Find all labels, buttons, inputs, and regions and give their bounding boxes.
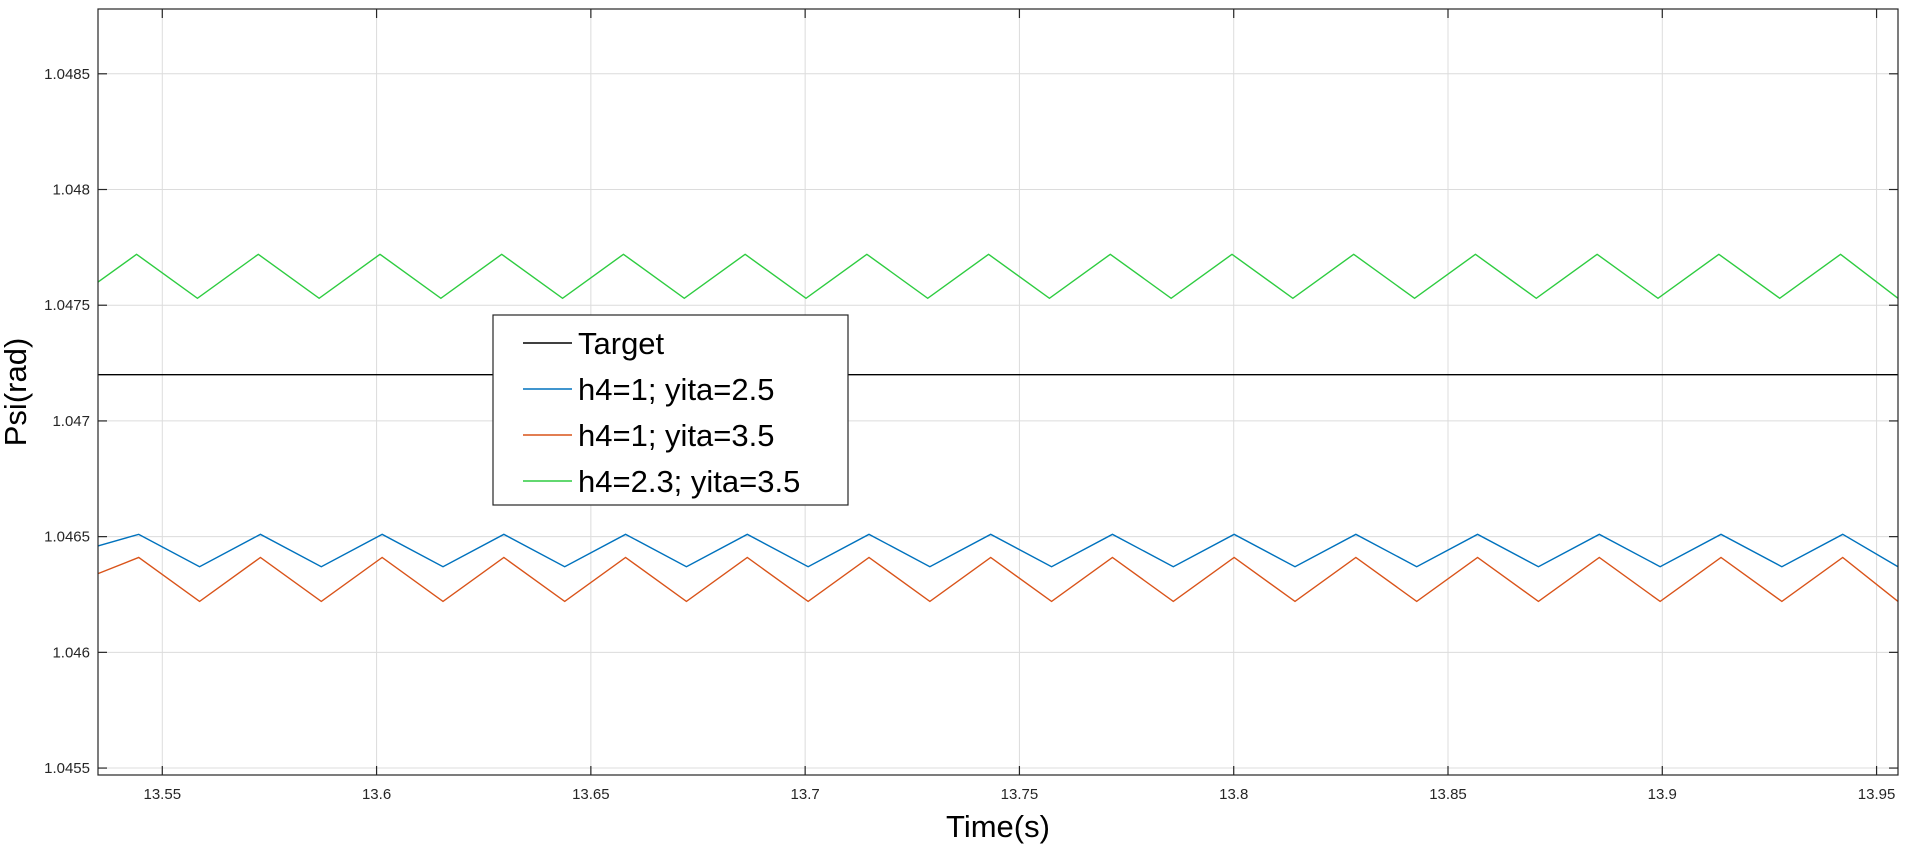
y-tick-label: 1.047 <box>52 413 90 430</box>
x-axis-label: Time(s) <box>946 809 1050 844</box>
series-line-h4-1-yita-2-5 <box>97 533 1899 568</box>
legend-label-h4-1-yita-3-5: h4=1; yita=3.5 <box>578 418 775 453</box>
y-tick-label: 1.0475 <box>44 297 90 314</box>
x-tick-label: 13.55 <box>144 786 182 803</box>
y-tick-label: 1.046 <box>52 644 90 661</box>
y-tick-label: 1.048 <box>52 182 90 199</box>
x-tick-label: 13.8 <box>1219 786 1248 803</box>
x-tick-label: 13.95 <box>1858 786 1896 803</box>
legend-label-h4-2-3-yita-3-5: h4=2.3; yita=3.5 <box>578 464 800 499</box>
legend-box <box>492 314 849 506</box>
plot-frame <box>97 8 1899 776</box>
x-tick-label: 13.75 <box>1001 786 1039 803</box>
x-tick-label: 13.85 <box>1429 786 1467 803</box>
y-axis-label: Psi(rad) <box>0 338 33 447</box>
y-tick-label: 1.0485 <box>44 66 90 83</box>
legend-items: Target h4=1; yita=2.5 h4=1; yita=3.5 h4=2.3… <box>523 326 800 499</box>
x-tick-label: 13.65 <box>572 786 610 803</box>
y-axis-ticks: 1.0455 1.046 1.0465 1.047 1.0475 1.048 1.0485 <box>44 66 1898 777</box>
series-layer <box>97 253 1899 603</box>
grid <box>98 9 1898 775</box>
y-tick-label: 1.0465 <box>44 529 90 546</box>
plot-area <box>98 9 1898 775</box>
legend-label-target: Target <box>578 326 665 361</box>
legend: Target h4=1; yita=2.5 h4=1; yita=3.5 h4=2.3… <box>492 314 849 506</box>
x-tick-label: 13.9 <box>1648 786 1677 803</box>
y-tick-label: 1.0455 <box>44 760 90 777</box>
x-axis-ticks: 13.55 13.6 13.65 13.7 13.75 13.8 13.85 13.9 13.9… <box>144 9 1896 803</box>
legend-label-h4-1-yita-2-5: h4=1; yita=2.5 <box>578 372 775 407</box>
series-line-h4-1-yita-3-5 <box>97 556 1899 603</box>
series-line-h4-2-3-yita-3-5 <box>97 253 1899 300</box>
x-tick-label: 13.7 <box>791 786 820 803</box>
x-tick-label: 13.6 <box>362 786 391 803</box>
